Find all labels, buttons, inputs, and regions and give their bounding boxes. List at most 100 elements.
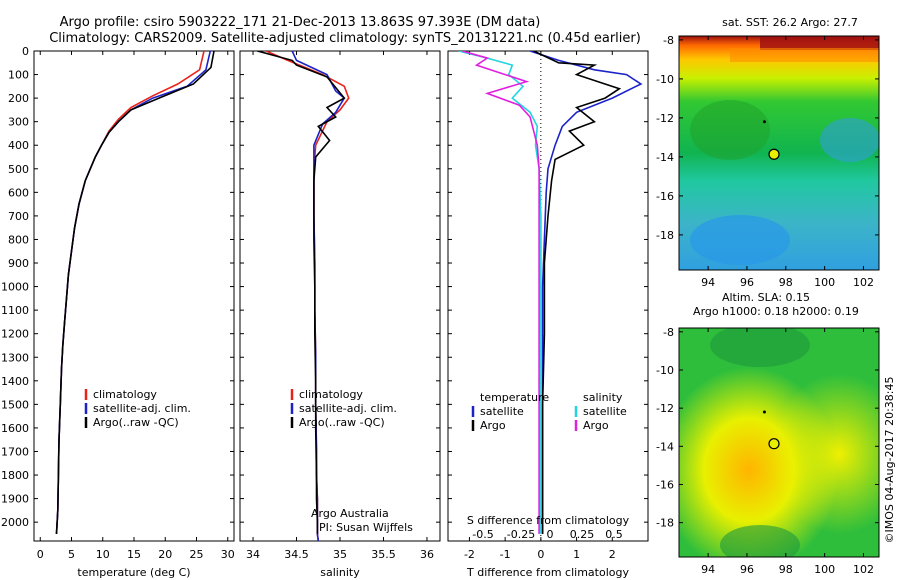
- salinity-xtick-label: 34: [246, 548, 260, 561]
- salinity-diff-tick-label: 0: [547, 528, 554, 541]
- temperature-xtick-label: 10: [96, 548, 110, 561]
- sla_map-xtick-label: 94: [701, 563, 715, 576]
- salinity-series-group: [257, 51, 350, 541]
- differences-xtick-label: 0: [537, 548, 544, 561]
- temperature-xtick-label: 5: [68, 548, 75, 561]
- legend-temperature-label: satellite: [480, 405, 524, 418]
- differences-series-s-satellite: [458, 51, 542, 534]
- depth-tick-label: 300: [8, 116, 29, 129]
- depth-tick-label: 1900: [1, 493, 29, 506]
- sst_map-argo-location: [768, 148, 780, 160]
- sst-map-title: sat. SST: 26.2 Argo: 27.7: [722, 16, 858, 29]
- sla-map-title-1: Altim. SLA: 0.15: [722, 291, 810, 304]
- sst-map-frame: [678, 35, 880, 271]
- sla-map-title-2: Argo h1000: 0.18 h2000: 0.19: [693, 305, 859, 318]
- sst_map-previous-location: [762, 120, 766, 124]
- annotation-line-2: PI: Susan Wijffels: [319, 521, 413, 534]
- sla_map-xtick-label: 100: [814, 563, 835, 576]
- sla_map-ytick-label: -16: [656, 478, 674, 491]
- sst_map-xtick-label: 98: [779, 276, 793, 289]
- imos-credit: ©IMOS 04-Aug-2017 20:38:45: [883, 377, 896, 544]
- salinity-frame: [239, 50, 441, 542]
- salinity-panel: 34 34.5 35 35.5 36 salinity climatologysatelli…: [239, 50, 441, 579]
- depth-tick-label: 900: [8, 257, 29, 270]
- depth-tick-label: 1100: [1, 304, 29, 317]
- sst_map-xtick-label: 94: [701, 276, 715, 289]
- sst_map-ytick-label: -16: [656, 190, 674, 203]
- salinity-diff-tick-label: 0.5: [605, 528, 623, 541]
- sla_map-xtick-label: 98: [779, 563, 793, 576]
- sla-map-axes: 94 96 98 100 102 -8 -10 -12 -14 -16 -18: [656, 326, 879, 576]
- temperature-xtick-label: 30: [221, 548, 235, 561]
- salinity-diff-tick-label: -0.5: [472, 528, 493, 541]
- sla-map-markers: [762, 410, 780, 450]
- sla_map-ytick-label: -14: [656, 440, 674, 453]
- salinity-diff-tick-label: -0.25: [507, 528, 535, 541]
- temperature-xtick-label: 0: [37, 548, 44, 561]
- salinity-xtick-label: 35.5: [371, 548, 396, 561]
- sst_map-ytick-label: -12: [656, 112, 674, 125]
- sla_map-ytick-label: -12: [656, 402, 674, 415]
- sla_map-ytick-label: -18: [656, 517, 674, 530]
- differences-xtick-label: -2: [464, 548, 475, 561]
- sst_map-ytick-label: -18: [656, 229, 674, 242]
- temperature-frame: [33, 50, 235, 542]
- differences-xtick-label: 2: [609, 548, 616, 561]
- salinity-legend-label: climatology: [299, 388, 363, 401]
- sla_map-ytick-label: -10: [656, 364, 674, 377]
- sst-map-axes: 94 96 98 100 102 -8 -10 -12 -14 -16 -18: [656, 34, 879, 289]
- depth-tick-label: 1800: [1, 469, 29, 482]
- temperature-legend-label: climatology: [93, 388, 157, 401]
- depth-tick-label: 400: [8, 139, 29, 152]
- temperature-xtick-label: 20: [158, 548, 172, 561]
- differences-series-s-argo: [462, 51, 540, 534]
- sst_map-xtick-label: 100: [814, 276, 835, 289]
- legend-salinity-label: satellite: [583, 405, 627, 418]
- salinity-xlabel: salinity: [320, 566, 360, 579]
- sst-map-panel: sat. SST: 26.2 Argo: 27.7 94 96 98 100 102 -8…: [656, 16, 880, 289]
- depth-tick-label: 1400: [1, 375, 29, 388]
- legend-salinity-label: Argo: [583, 419, 609, 432]
- depth-tick-label: 1500: [1, 398, 29, 411]
- temperature-panel: 0 5 10 15 20 25 30 temperature (deg C) 0 100 200 30…: [1, 45, 235, 579]
- salinity-xtick-label: 34.5: [284, 548, 309, 561]
- legend-temperature-label: Argo: [480, 419, 506, 432]
- sst_map-xtick-label: 102: [853, 276, 874, 289]
- sst-cool-patch-2: [690, 215, 790, 265]
- temperature-legend-label: Argo(..raw -QC): [93, 416, 179, 429]
- annotation-line-1: Argo Australia: [311, 507, 389, 520]
- header-line-2: Climatology: CARS2009. Satellite-adjuste…: [49, 31, 641, 46]
- sst_map-xtick-label: 96: [740, 276, 754, 289]
- differences-xtick-label: -1: [500, 548, 511, 561]
- sla_map-previous-location: [762, 410, 766, 414]
- sla-map-frame: [678, 327, 880, 558]
- sla_map-argo-location: [768, 438, 780, 450]
- depth-tick-label: 200: [8, 92, 29, 105]
- sst_map-ytick-label: -10: [656, 73, 674, 86]
- temperature-series-group: [55, 51, 215, 534]
- legend-salinity-title: salinity: [583, 391, 623, 404]
- depth-tick-label: 800: [8, 233, 29, 246]
- sst_map-ytick-label: -8: [663, 34, 674, 47]
- salinity-diff-xlabel: S difference from climatology: [467, 514, 630, 527]
- differences-series-t-argo: [533, 51, 622, 534]
- depth-tick-label: 600: [8, 186, 29, 199]
- differences-xlabel: T difference from climatology: [466, 566, 629, 579]
- header-line-1: Argo profile: csiro 5903222_171 21-Dec-2…: [60, 15, 541, 30]
- salinity-xtick-label: 35: [333, 548, 347, 561]
- sst-orange-band: [730, 48, 879, 62]
- depth-tick-label: 700: [8, 210, 29, 223]
- sla_map-xtick-label: 96: [740, 563, 754, 576]
- sst_map-ytick-label: -14: [656, 151, 674, 164]
- depth-tick-label: 0: [22, 45, 29, 58]
- differences-xtick-label: 1: [573, 548, 580, 561]
- legend-temperature-title: temperature: [480, 391, 549, 404]
- sla_map-ytick-label: -8: [663, 326, 674, 339]
- salinity-xtick-label: 36: [420, 548, 434, 561]
- salinity-series-argo-raw-qc-: [257, 51, 346, 534]
- depth-tick-label: 100: [8, 69, 29, 82]
- depth-tick-label: 1300: [1, 351, 29, 364]
- temperature-series-argo-raw-qc-: [55, 51, 215, 534]
- temperature-xtick-label: 15: [127, 548, 141, 561]
